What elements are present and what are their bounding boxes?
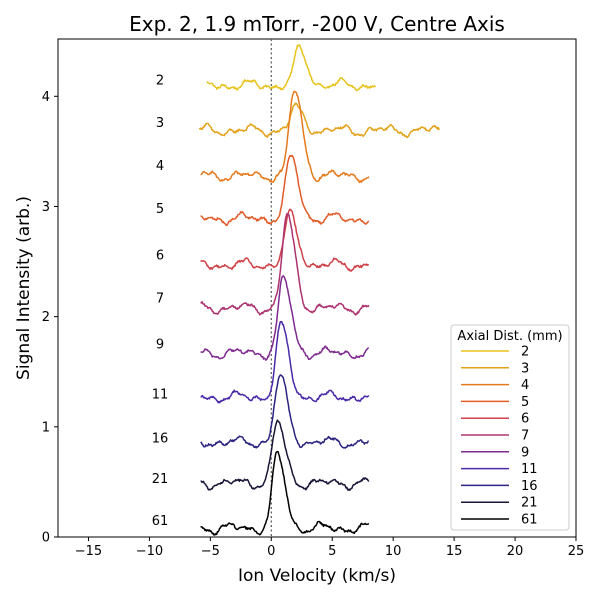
legend-label-3: 3 bbox=[521, 361, 529, 376]
legend-label-6: 6 bbox=[521, 412, 529, 427]
y-tick-label: 3 bbox=[42, 200, 50, 215]
x-axis: −15 −10 −5 0 5 10 15 20 25 bbox=[75, 537, 585, 559]
series-line-2 bbox=[206, 44, 377, 92]
legend-label-5: 5 bbox=[521, 395, 529, 410]
y-tick-label: 4 bbox=[42, 90, 50, 105]
x-tick-label: 0 bbox=[267, 544, 275, 559]
series-line-6 bbox=[200, 208, 370, 272]
legend-label-61: 61 bbox=[521, 513, 538, 528]
series-line-5 bbox=[200, 154, 370, 227]
legend-label-11: 11 bbox=[521, 462, 538, 477]
trace-label-2: 2 bbox=[156, 73, 164, 88]
trace-label-5: 5 bbox=[156, 202, 164, 217]
series-line-61 bbox=[200, 450, 370, 536]
series-line-4 bbox=[200, 90, 370, 184]
legend-title: Axial Dist. (mm) bbox=[457, 329, 562, 344]
chart-title: Exp. 2, 1.9 mTorr, -200 V, Centre Axis bbox=[129, 12, 505, 36]
trace-labels: 2 3 4 5 6 7 9 11 16 21 61 bbox=[152, 73, 169, 529]
trace-label-16: 16 bbox=[152, 431, 169, 446]
y-tick-label: 0 bbox=[42, 531, 50, 546]
series-line-16 bbox=[200, 374, 370, 449]
series-group bbox=[198, 44, 440, 536]
trace-label-7: 7 bbox=[156, 291, 164, 306]
series-line-9 bbox=[200, 275, 369, 361]
legend-label-2: 2 bbox=[521, 345, 529, 360]
trace-label-61: 61 bbox=[152, 514, 169, 529]
trace-label-4: 4 bbox=[156, 159, 164, 174]
trace-label-21: 21 bbox=[152, 472, 169, 487]
trace-label-6: 6 bbox=[156, 248, 164, 263]
legend-label-16: 16 bbox=[521, 479, 538, 494]
series-line-3 bbox=[198, 102, 440, 139]
series-line-7 bbox=[200, 213, 370, 316]
x-tick-label: 15 bbox=[446, 544, 463, 559]
legend: Axial Dist. (mm) 23 4 5 6 79 11 16 21 61 bbox=[450, 324, 570, 531]
legend-entries: 23 4 5 6 79 11 16 21 61 bbox=[461, 345, 538, 528]
x-tick-label: −15 bbox=[75, 544, 102, 559]
trace-label-11: 11 bbox=[152, 387, 169, 402]
x-tick-label: 10 bbox=[385, 544, 402, 559]
trace-label-3: 3 bbox=[156, 116, 164, 131]
y-tick-label: 2 bbox=[42, 310, 50, 325]
x-tick-label: −10 bbox=[136, 544, 163, 559]
legend-label-7: 7 bbox=[521, 429, 529, 444]
legend-label-21: 21 bbox=[521, 496, 538, 511]
trace-label-9: 9 bbox=[156, 338, 164, 353]
y-axis-title: Signal Intensity (arb.) bbox=[14, 196, 34, 380]
y-axis: 0 1 2 3 4 bbox=[42, 90, 58, 546]
y-tick-label: 1 bbox=[42, 420, 50, 435]
x-tick-label: 20 bbox=[507, 544, 524, 559]
series-line-21 bbox=[200, 419, 370, 491]
x-tick-label: 5 bbox=[328, 544, 336, 559]
legend-box bbox=[450, 324, 570, 531]
legend-label-4: 4 bbox=[521, 378, 529, 393]
series-line-11 bbox=[200, 320, 370, 404]
x-tick-label: 25 bbox=[568, 544, 585, 559]
legend-label-9: 9 bbox=[521, 445, 529, 460]
x-axis-title: Ion Velocity (km/s) bbox=[238, 566, 396, 586]
x-tick-label: −5 bbox=[201, 544, 220, 559]
